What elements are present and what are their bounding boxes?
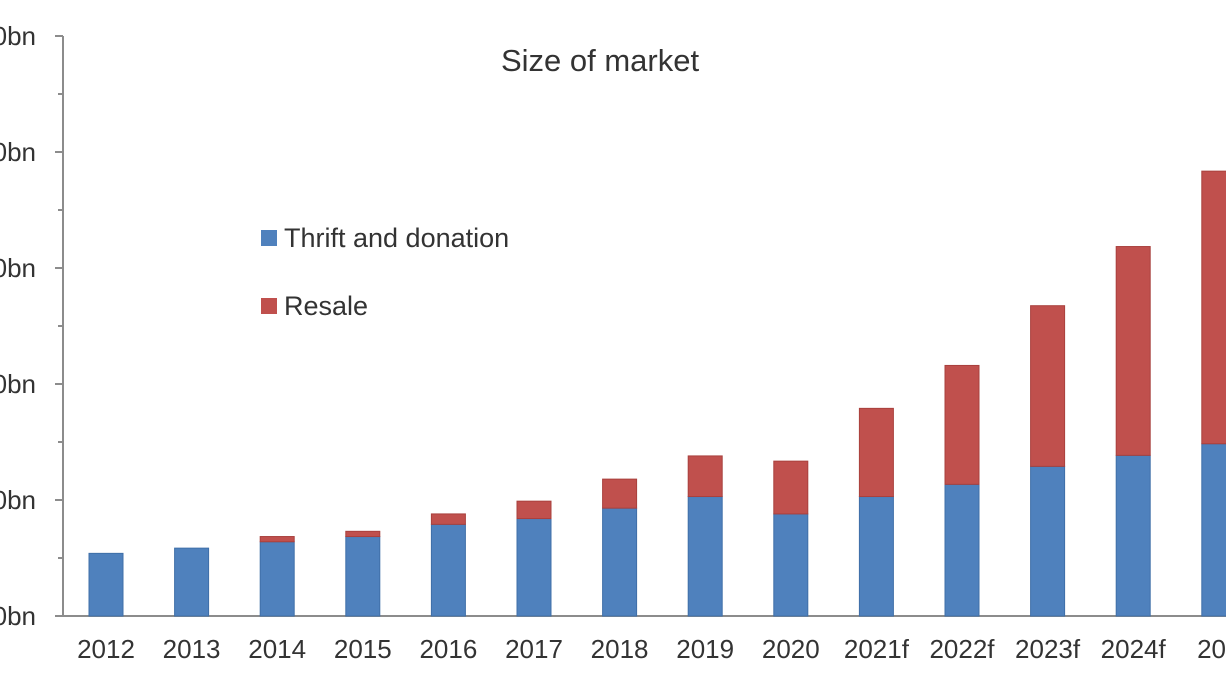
bar-resale-2017 <box>516 500 552 520</box>
legend-swatch-thrift <box>261 230 277 246</box>
y-tick-label: 0bn <box>0 601 36 631</box>
y-tick-label: 0bn <box>0 21 36 51</box>
y-tick-label: 0bn <box>0 369 36 399</box>
bar-thrift-2022f <box>944 483 980 617</box>
legend-label-thrift: Thrift and donation <box>284 223 509 253</box>
x-tick-label: 2013 <box>163 634 221 664</box>
x-tick-label: 2012 <box>77 634 135 664</box>
x-tick-label: 2022f <box>929 634 995 664</box>
x-tick-label: 2020 <box>762 634 820 664</box>
bar-resale-2024f <box>1115 246 1151 456</box>
x-tick-labels: 2012 2013 2014 2015 2016 2017 2018 2019 2020 2021… <box>77 634 1226 664</box>
legend: Thrift and donation Resale <box>261 223 509 321</box>
bar-thrift-2013 <box>174 547 210 617</box>
y-tick-label: 0bn <box>0 137 36 167</box>
x-tick-label: 2021f <box>844 634 910 664</box>
y-tick-label: 0bn <box>0 485 36 515</box>
x-tick-label: 202 <box>1197 634 1226 664</box>
bar-thrift-2023f <box>1030 465 1066 617</box>
bar-thrift-2024f <box>1115 454 1151 617</box>
bar-thrift-2018 <box>602 507 638 617</box>
bar-thrift-2020 <box>773 513 809 617</box>
bar-resale-2020 <box>773 460 809 515</box>
bar-resale-2016 <box>430 513 466 525</box>
bar-thrift-2017 <box>516 518 552 617</box>
bar-resale-2015 <box>345 530 381 538</box>
chart-title: Size of market <box>501 43 700 78</box>
x-tick-label: 2019 <box>676 634 734 664</box>
bar-resale-2021f <box>858 407 894 498</box>
bar-thrift-2014 <box>259 541 295 617</box>
x-tick-label: 2016 <box>419 634 477 664</box>
bar-resale-2018 <box>602 478 638 509</box>
x-tick-label: 2017 <box>505 634 563 664</box>
bar-thrift-2015 <box>345 536 381 617</box>
x-tick-label: 2018 <box>591 634 649 664</box>
x-tick-label: 2023f <box>1015 634 1081 664</box>
x-tick-label: 2015 <box>334 634 392 664</box>
y-tick-label: 0bn <box>0 253 36 283</box>
bar-resale-2023f <box>1030 305 1066 467</box>
y-tick-labels: 0bn 0bn 0bn 0bn 0bn 0bn <box>0 21 36 631</box>
bar-resale-202 <box>1201 170 1226 445</box>
bar-thrift-202 <box>1201 443 1226 617</box>
bar-thrift-2012 <box>88 552 124 617</box>
bar-thrift-2021f <box>858 496 894 617</box>
bar-resale-2019 <box>687 455 723 498</box>
x-tick-label: 2024f <box>1101 634 1167 664</box>
bars <box>88 170 1226 617</box>
x-tick-label: 2014 <box>248 634 306 664</box>
bar-resale-2014 <box>259 536 295 543</box>
bar-thrift-2019 <box>687 496 723 617</box>
legend-swatch-resale <box>261 298 277 314</box>
legend-label-resale: Resale <box>284 291 368 321</box>
bar-resale-2022f <box>944 364 980 485</box>
bar-thrift-2016 <box>430 523 466 617</box>
